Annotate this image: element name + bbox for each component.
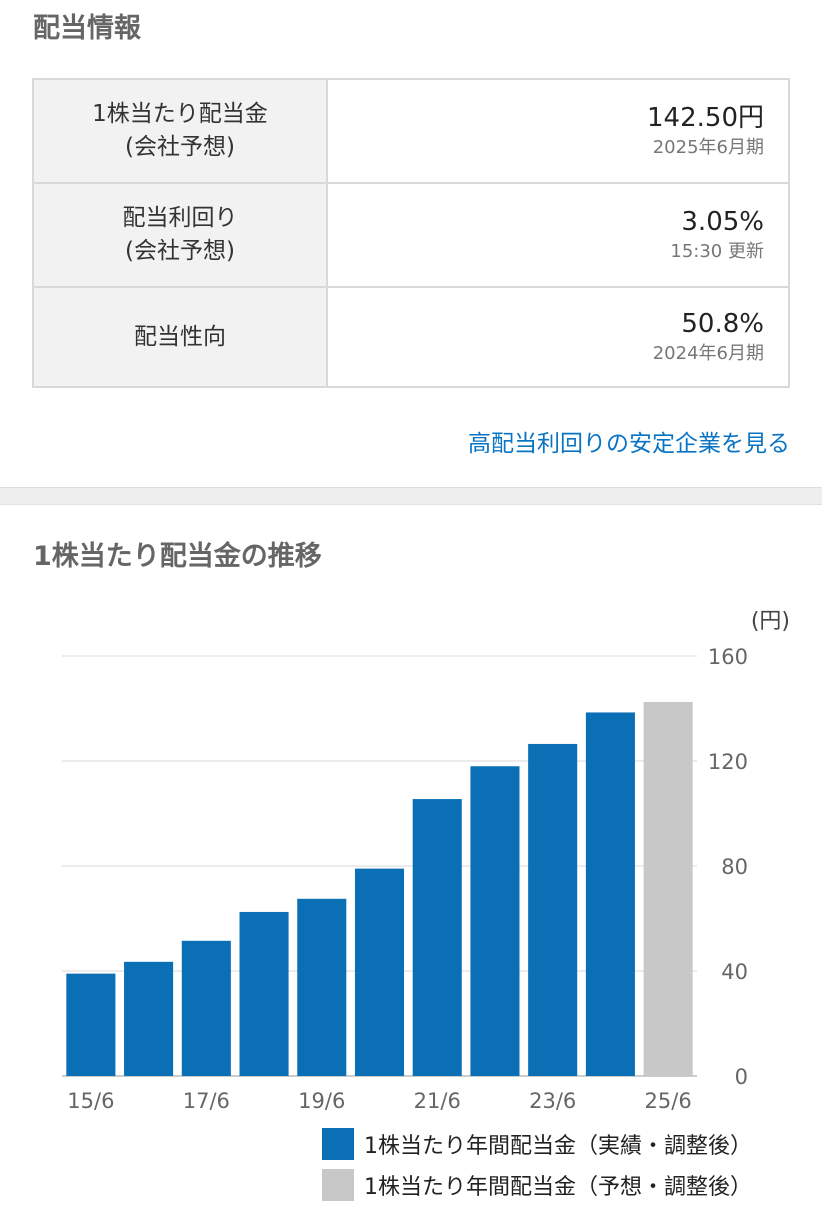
row-label: 配当性向 (32, 286, 328, 388)
dividend-per-share-value: 142.50円 (647, 103, 764, 133)
dividend-info-table: 1株当たり配当金 (会社予想) 142.50円 2025年6月期 配当利回り (… (32, 78, 790, 388)
bar-actual-15/6 (66, 973, 116, 1076)
high-yield-companies-link[interactable]: 高配当利回りの安定企業を見る (468, 431, 790, 457)
x-tick-label: 19/6 (298, 1089, 345, 1113)
y-tick-label: 120 (708, 750, 748, 774)
payout-ratio-value: 50.8% (681, 309, 764, 339)
y-tick-label: 160 (708, 645, 748, 669)
legend-swatch-forecast (322, 1169, 354, 1201)
table-row: 配当利回り (会社予想) 3.05% 15:30 更新 (32, 182, 790, 288)
row-label-line1: 配当性向 (134, 323, 226, 350)
x-tick-label: 25/6 (645, 1089, 692, 1113)
bar-actual-19/6 (297, 898, 347, 1076)
x-tick-label: 21/6 (414, 1089, 461, 1113)
y-tick-label: 0 (735, 1065, 748, 1089)
bar-actual-23/6 (528, 743, 578, 1076)
row-value-cell: 3.05% 15:30 更新 (326, 182, 790, 288)
legend-item-actual: 1株当たり年間配当金（実績・調整後） (322, 1125, 752, 1163)
chart-legend: 1株当たり年間配当金（実績・調整後） 1株当たり年間配当金（予想・調整後） (322, 1125, 752, 1207)
x-tick-label: 15/6 (67, 1089, 114, 1113)
row-value-cell: 142.50円 2025年6月期 (326, 78, 790, 184)
bar-actual-18/6 (239, 911, 289, 1076)
row-label-line1: 1株当たり配当金 (92, 101, 268, 127)
bar-actual-17/6 (181, 940, 231, 1076)
dividend-yield-updated: 15:30 更新 (670, 241, 764, 262)
legend-label-forecast: 1株当たり年間配当金（予想・調整後） (364, 1175, 752, 1200)
table-row: 配当性向 50.8% 2024年6月期 (32, 286, 790, 388)
x-tick-label: 23/6 (529, 1089, 576, 1113)
payout-ratio-period: 2024年6月期 (652, 343, 764, 364)
legend-swatch-actual (322, 1128, 354, 1160)
bar-actual-16/6 (124, 961, 174, 1076)
row-label-line2: (会社予想) (125, 134, 235, 160)
chart-bars (66, 701, 693, 1076)
row-label-line2: (会社予想) (125, 238, 235, 264)
section-divider (0, 487, 822, 505)
row-label: 配当利回り (会社予想) (32, 182, 328, 288)
x-tick-label: 17/6 (183, 1089, 230, 1113)
dividend-trend-chart: 15/6 17/6 19/6 21/6 23/6 25/6 0 40 80 120 160 (円) (62, 609, 790, 1113)
y-tick-label: 40 (721, 960, 748, 984)
y-axis-unit-label: (円) (751, 609, 790, 634)
section-title-dividend: 配当情報 (33, 13, 141, 44)
row-value-cell: 50.8% 2024年6月期 (326, 286, 790, 388)
chart-title: 1株当たり配当金の推移 (33, 541, 322, 572)
row-label: 1株当たり配当金 (会社予想) (32, 78, 328, 184)
dividend-per-share-period: 2025年6月期 (652, 137, 764, 158)
legend-label-actual: 1株当たり年間配当金（実績・調整後） (364, 1134, 752, 1159)
legend-item-forecast: 1株当たり年間配当金（予想・調整後） (322, 1166, 752, 1204)
bar-actual-21/6 (412, 799, 462, 1076)
dividend-yield-value: 3.05% (681, 207, 764, 237)
table-row: 1株当たり配当金 (会社予想) 142.50円 2025年6月期 (32, 78, 790, 184)
bar-forecast-25/6 (643, 701, 693, 1076)
bar-actual-22/6 (470, 766, 520, 1076)
chart-y-axis: 0 40 80 120 160 (708, 645, 748, 1089)
chart-x-axis: 15/6 17/6 19/6 21/6 23/6 25/6 (67, 1089, 691, 1113)
row-label-line1: 配当利回り (122, 205, 238, 231)
y-tick-label: 80 (721, 855, 748, 879)
bar-actual-20/6 (354, 868, 405, 1076)
bar-actual-24/6 (585, 712, 635, 1076)
